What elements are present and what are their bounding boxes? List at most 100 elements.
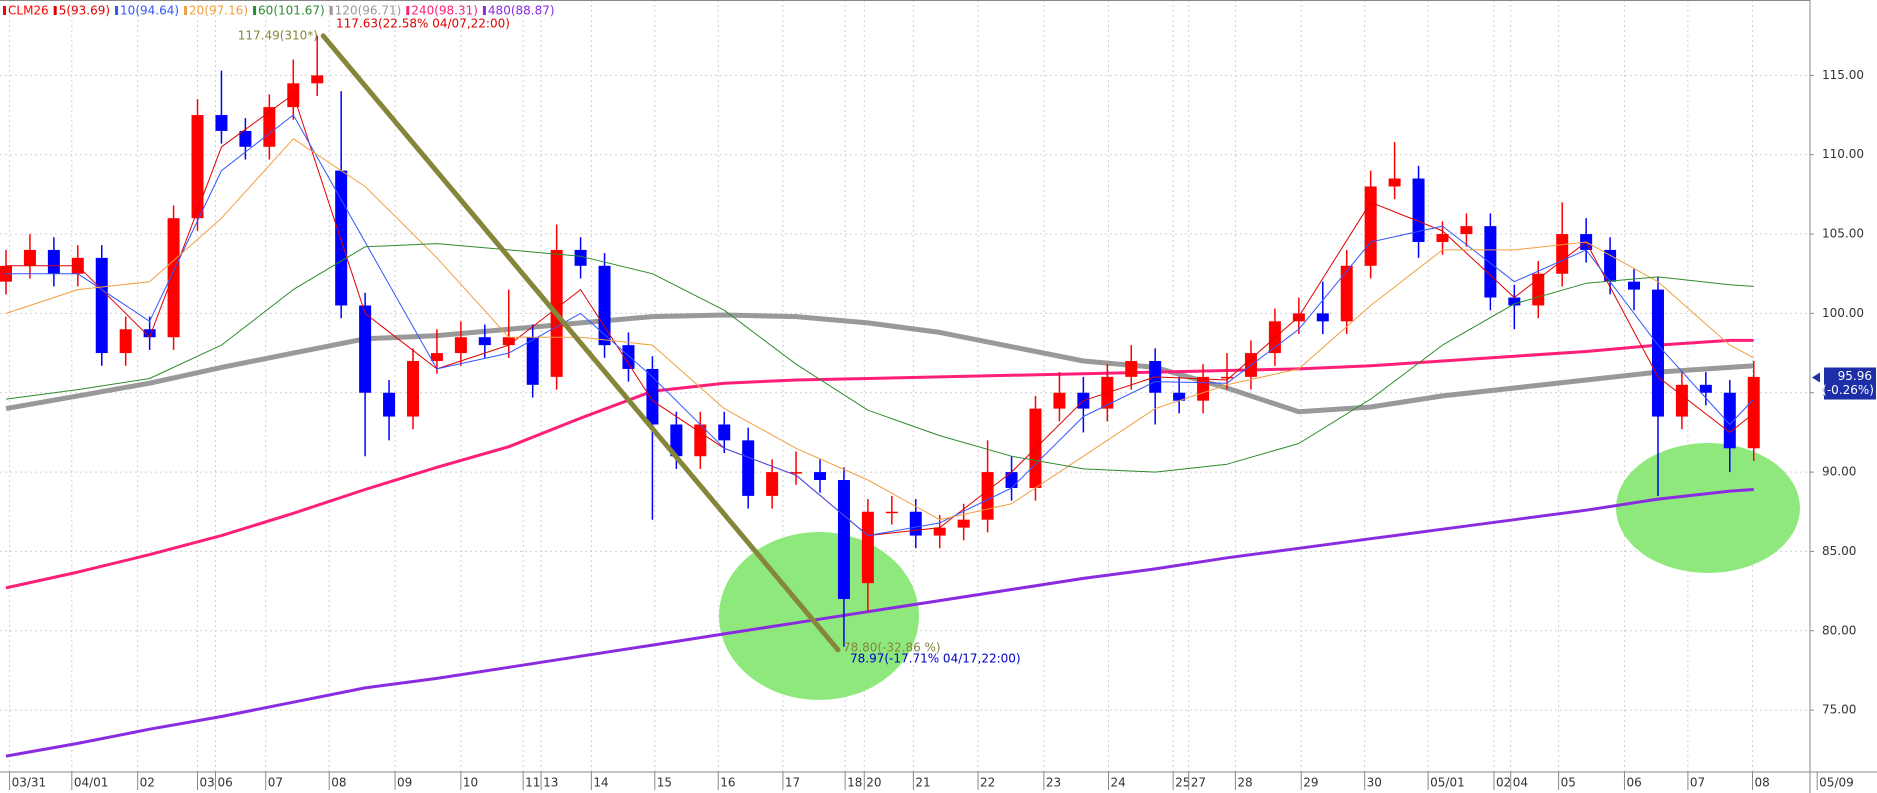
legend-swatch xyxy=(53,6,57,15)
ma-line xyxy=(6,114,1755,537)
candle-body xyxy=(1292,313,1305,322)
candle-body xyxy=(1125,361,1138,377)
legend-label: 20(97.16) xyxy=(189,4,248,18)
y-tick-label: 90.00 xyxy=(1822,465,1856,479)
x-tick-label: 22 xyxy=(980,776,995,790)
candle-body xyxy=(526,337,539,385)
x-tick-label: 20 xyxy=(866,776,881,790)
x-tick-label: 05/09 xyxy=(1819,776,1854,790)
candle-body xyxy=(406,361,419,417)
candle-body xyxy=(167,218,180,338)
ma-line xyxy=(5,138,1754,521)
x-tick-label: 24 xyxy=(1111,776,1126,790)
candle-body xyxy=(766,472,779,496)
x-tick-label: 02 xyxy=(140,776,155,790)
candle-body xyxy=(718,424,731,441)
x-tick-label: 21 xyxy=(915,776,930,790)
x-tick-label: 15 xyxy=(657,776,672,790)
x-tick-label: 07 xyxy=(1690,776,1705,790)
candle-body xyxy=(239,130,252,147)
x-tick-label: 05/01 xyxy=(1430,776,1465,790)
x-tick-label: 03/31 xyxy=(12,776,47,790)
y-tick-label: 75.00 xyxy=(1822,703,1856,717)
x-tick-label: 17 xyxy=(785,776,800,790)
candle-body xyxy=(47,249,60,274)
candle-body xyxy=(1364,186,1377,266)
candle-body xyxy=(23,249,36,266)
candle-body xyxy=(814,472,827,481)
legend-label: 5(93.69) xyxy=(59,4,110,18)
legend-label: CLM26 xyxy=(8,4,49,18)
x-tick-label: 08 xyxy=(331,776,346,790)
highlight-ellipse xyxy=(1616,443,1800,573)
x-tick-label: 10 xyxy=(463,776,478,790)
candle-body xyxy=(694,424,707,457)
highlight-ellipse xyxy=(719,532,919,700)
candle-body xyxy=(1628,281,1641,290)
y-tick-label: 80.00 xyxy=(1822,623,1856,637)
candle-body xyxy=(1675,384,1688,417)
x-tick-label: 30 xyxy=(1367,776,1382,790)
x-tick-label: 04 xyxy=(1513,776,1528,790)
legend-label: 60(101.67) xyxy=(258,4,325,18)
y-tick-label: 110.00 xyxy=(1822,147,1864,161)
candle-body xyxy=(263,107,276,147)
candle-body xyxy=(95,257,108,354)
candle-body xyxy=(1388,178,1401,187)
candle-body xyxy=(646,368,659,425)
last-price-box xyxy=(1824,367,1876,400)
x-tick-label: 07 xyxy=(268,776,283,790)
candle-body xyxy=(1197,376,1210,401)
annotation: 117.49(310*) xyxy=(238,29,318,43)
candle-body xyxy=(454,337,467,354)
ma-line xyxy=(5,243,1754,473)
y-tick-label: 100.00 xyxy=(1822,306,1864,320)
x-tick-label: 03 xyxy=(200,776,215,790)
legend-swatch xyxy=(253,6,257,15)
annotation: 117.63(22.58% 04/07,22:00) xyxy=(336,17,510,31)
candle-body xyxy=(1484,226,1497,298)
candle-body xyxy=(383,392,396,417)
last-change: (-0.26%) xyxy=(1822,383,1874,397)
candle-body xyxy=(909,511,922,536)
ma-line xyxy=(5,488,1754,758)
candle-body xyxy=(215,115,228,131)
y-tick-label: 115.00 xyxy=(1822,68,1864,82)
candle-body xyxy=(598,265,611,346)
candle-body xyxy=(622,345,635,369)
x-tick-label: 08 xyxy=(1755,776,1770,790)
ma-line xyxy=(5,312,1754,415)
candle-body xyxy=(1460,226,1473,235)
candle-body xyxy=(502,337,515,346)
candle-body xyxy=(933,527,946,536)
x-tick-label: 09 xyxy=(397,776,412,790)
candle-body xyxy=(1412,178,1425,242)
candle-body xyxy=(430,353,443,362)
y-tick-label: 105.00 xyxy=(1822,227,1864,241)
candle-body xyxy=(1221,376,1234,379)
candle-body xyxy=(1340,265,1353,322)
y-tick-label: 85.00 xyxy=(1822,544,1856,558)
x-tick-label: 23 xyxy=(1046,776,1061,790)
candle-body xyxy=(981,472,994,520)
candle-body xyxy=(1556,234,1569,274)
legend-label: 120(96.71) xyxy=(335,4,402,18)
candle-body xyxy=(1747,376,1760,449)
candle-body xyxy=(1651,289,1664,417)
legend-label: 240(98.31) xyxy=(411,4,478,18)
legend-swatch xyxy=(406,6,410,15)
trend-line xyxy=(320,33,841,653)
x-tick-label: 28 xyxy=(1237,776,1252,790)
legend-swatch xyxy=(184,6,188,15)
legend-swatch xyxy=(3,6,6,15)
x-tick-label: 13 xyxy=(543,776,558,790)
ma-line xyxy=(6,93,1755,537)
candle-body xyxy=(1316,313,1329,322)
legend-swatch xyxy=(115,6,119,15)
x-tick-label: 18 xyxy=(847,776,862,790)
x-tick-label: 27 xyxy=(1191,776,1206,790)
x-tick-label: 05 xyxy=(1561,776,1576,790)
ma-line xyxy=(5,338,1754,590)
